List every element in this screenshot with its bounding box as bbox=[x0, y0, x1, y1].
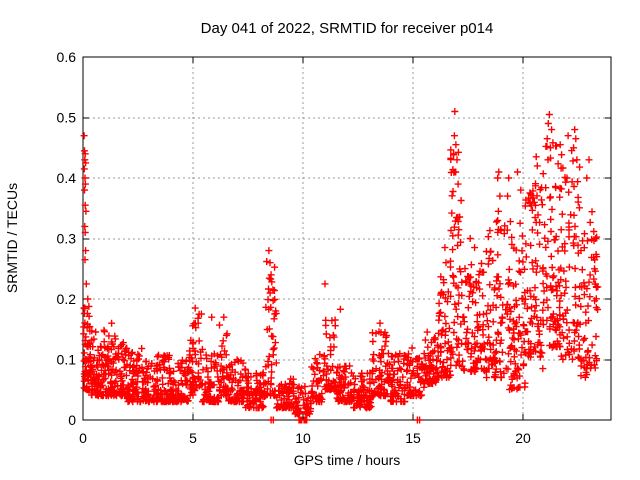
y-tick-label: 0.2 bbox=[57, 291, 77, 307]
x-tick-label: 5 bbox=[189, 430, 197, 446]
y-tick-labels: 0 0.1 0.2 0.3 0.4 0.5 0.6 bbox=[57, 49, 77, 428]
x-tick-label: 10 bbox=[295, 430, 311, 446]
y-tick-label: 0.3 bbox=[57, 231, 77, 247]
data-points bbox=[80, 108, 602, 424]
x-tick-label: 20 bbox=[515, 430, 531, 446]
plot-border bbox=[82, 56, 612, 421]
chart-title: Day 041 of 2022, SRMTID for receiver p01… bbox=[201, 20, 494, 37]
y-tick-label: 0.5 bbox=[57, 110, 77, 126]
y-tick-label: 0.1 bbox=[57, 352, 77, 368]
y-axis-label: SRMTID / TECUs bbox=[4, 183, 20, 293]
x-tick-label: 15 bbox=[405, 430, 421, 446]
x-tick-label: 0 bbox=[79, 430, 87, 446]
y-tick-label: 0 bbox=[68, 412, 76, 428]
y-tick-label: 0.6 bbox=[57, 49, 77, 65]
y-tick-label: 0.4 bbox=[57, 170, 77, 186]
x-tick-labels: 0 5 10 15 20 bbox=[79, 430, 531, 446]
x-axis-label: GPS time / hours bbox=[294, 452, 401, 468]
